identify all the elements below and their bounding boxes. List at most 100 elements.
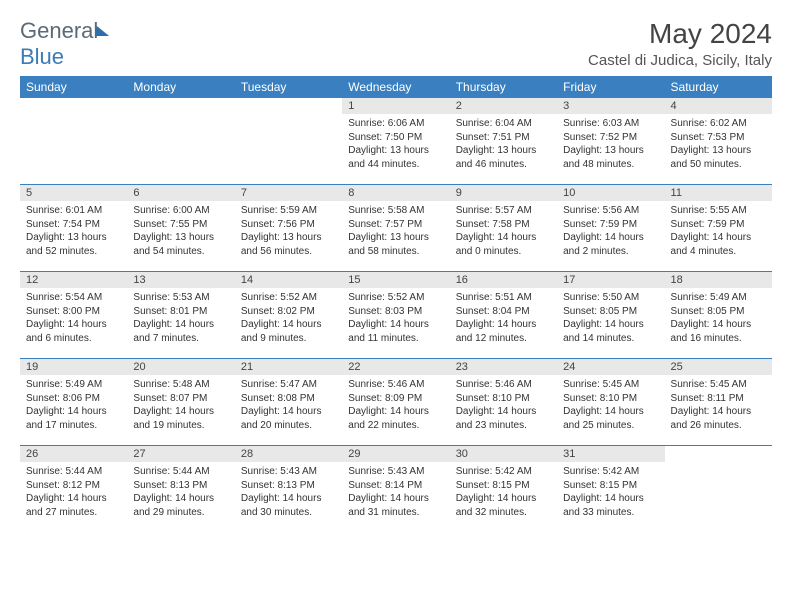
info-line: Sunset: 8:08 PM [241, 392, 336, 406]
day-number: 21 [235, 359, 342, 375]
info-line: Sunset: 8:11 PM [671, 392, 766, 406]
day-number: 9 [450, 185, 557, 201]
info-line: Sunset: 7:50 PM [348, 131, 443, 145]
day-cell: 13Sunrise: 5:53 AMSunset: 8:01 PMDayligh… [127, 272, 234, 358]
day-cell: 20Sunrise: 5:48 AMSunset: 8:07 PMDayligh… [127, 359, 234, 445]
day-cell: 29Sunrise: 5:43 AMSunset: 8:14 PMDayligh… [342, 446, 449, 532]
day-info: Sunrise: 5:52 AMSunset: 8:02 PMDaylight:… [235, 288, 342, 348]
day-info: Sunrise: 5:59 AMSunset: 7:56 PMDaylight:… [235, 201, 342, 261]
info-line: Daylight: 13 hours [348, 144, 443, 158]
brand-text: General Blue [20, 18, 110, 70]
day-number: 5 [20, 185, 127, 201]
info-line: Sunrise: 6:00 AM [133, 204, 228, 218]
info-line: Sunset: 8:10 PM [563, 392, 658, 406]
info-line: Daylight: 14 hours [563, 405, 658, 419]
info-line: Daylight: 13 hours [26, 231, 121, 245]
info-line: and 17 minutes. [26, 419, 121, 433]
day-cell: 6Sunrise: 6:00 AMSunset: 7:55 PMDaylight… [127, 185, 234, 271]
day-cell: 19Sunrise: 5:49 AMSunset: 8:06 PMDayligh… [20, 359, 127, 445]
info-line: and 26 minutes. [671, 419, 766, 433]
brand-part2: Blue [20, 44, 64, 69]
info-line: Sunset: 8:03 PM [348, 305, 443, 319]
info-line: Daylight: 14 hours [456, 492, 551, 506]
day-info: Sunrise: 5:45 AMSunset: 8:11 PMDaylight:… [665, 375, 772, 435]
day-number: 6 [127, 185, 234, 201]
info-line: Sunset: 7:52 PM [563, 131, 658, 145]
day-number: 18 [665, 272, 772, 288]
info-line: and 22 minutes. [348, 419, 443, 433]
info-line: Daylight: 14 hours [348, 492, 443, 506]
day-cell: 2Sunrise: 6:04 AMSunset: 7:51 PMDaylight… [450, 98, 557, 184]
info-line: Daylight: 14 hours [26, 405, 121, 419]
day-cell: 23Sunrise: 5:46 AMSunset: 8:10 PMDayligh… [450, 359, 557, 445]
day-cell: 14Sunrise: 5:52 AMSunset: 8:02 PMDayligh… [235, 272, 342, 358]
info-line: Daylight: 14 hours [671, 405, 766, 419]
info-line: Sunrise: 5:50 AM [563, 291, 658, 305]
day-info: Sunrise: 5:48 AMSunset: 8:07 PMDaylight:… [127, 375, 234, 435]
info-line: and 58 minutes. [348, 245, 443, 259]
day-info: Sunrise: 5:49 AMSunset: 8:06 PMDaylight:… [20, 375, 127, 435]
day-cell: 4Sunrise: 6:02 AMSunset: 7:53 PMDaylight… [665, 98, 772, 184]
info-line: Sunrise: 6:01 AM [26, 204, 121, 218]
info-line: Daylight: 13 hours [563, 144, 658, 158]
day-number: 16 [450, 272, 557, 288]
day-cell: 12Sunrise: 5:54 AMSunset: 8:00 PMDayligh… [20, 272, 127, 358]
info-line: Sunrise: 5:54 AM [26, 291, 121, 305]
day-cell: 27Sunrise: 5:44 AMSunset: 8:13 PMDayligh… [127, 446, 234, 532]
day-info: Sunrise: 5:53 AMSunset: 8:01 PMDaylight:… [127, 288, 234, 348]
day-info: Sunrise: 5:42 AMSunset: 8:15 PMDaylight:… [557, 462, 664, 522]
day-number: 1 [342, 98, 449, 114]
brand-part1: General [20, 18, 98, 43]
day-number: 8 [342, 185, 449, 201]
day-info: Sunrise: 5:51 AMSunset: 8:04 PMDaylight:… [450, 288, 557, 348]
day-cell: 24Sunrise: 5:45 AMSunset: 8:10 PMDayligh… [557, 359, 664, 445]
day-info: Sunrise: 5:56 AMSunset: 7:59 PMDaylight:… [557, 201, 664, 261]
day-header: Friday [557, 76, 664, 98]
info-line: Daylight: 14 hours [133, 492, 228, 506]
info-line: Sunrise: 5:42 AM [456, 465, 551, 479]
info-line: Sunset: 8:05 PM [671, 305, 766, 319]
info-line: and 6 minutes. [26, 332, 121, 346]
info-line: and 31 minutes. [348, 506, 443, 520]
info-line: and 9 minutes. [241, 332, 336, 346]
day-number: 13 [127, 272, 234, 288]
info-line: Daylight: 14 hours [671, 231, 766, 245]
info-line: Sunset: 7:56 PM [241, 218, 336, 232]
day-cell: 26Sunrise: 5:44 AMSunset: 8:12 PMDayligh… [20, 446, 127, 532]
info-line: Sunrise: 5:55 AM [671, 204, 766, 218]
info-line: Sunrise: 5:56 AM [563, 204, 658, 218]
day-number: 31 [557, 446, 664, 462]
day-cell: 7Sunrise: 5:59 AMSunset: 7:56 PMDaylight… [235, 185, 342, 271]
day-cell: 10Sunrise: 5:56 AMSunset: 7:59 PMDayligh… [557, 185, 664, 271]
day-info: Sunrise: 5:45 AMSunset: 8:10 PMDaylight:… [557, 375, 664, 435]
info-line: Daylight: 14 hours [241, 318, 336, 332]
calendar: Sunday Monday Tuesday Wednesday Thursday… [20, 76, 772, 532]
info-line: Sunrise: 6:03 AM [563, 117, 658, 131]
day-cell: 31Sunrise: 5:42 AMSunset: 8:15 PMDayligh… [557, 446, 664, 532]
info-line: and 16 minutes. [671, 332, 766, 346]
brand-logo: General Blue [20, 18, 110, 70]
info-line: and 33 minutes. [563, 506, 658, 520]
info-line: Sunrise: 5:46 AM [348, 378, 443, 392]
day-cell: 21Sunrise: 5:47 AMSunset: 8:08 PMDayligh… [235, 359, 342, 445]
info-line: Sunset: 8:12 PM [26, 479, 121, 493]
location-text: Castel di Judica, Sicily, Italy [588, 52, 772, 69]
day-number: 28 [235, 446, 342, 462]
info-line: Sunrise: 5:42 AM [563, 465, 658, 479]
day-number: 25 [665, 359, 772, 375]
info-line: Daylight: 14 hours [456, 405, 551, 419]
day-info: Sunrise: 5:43 AMSunset: 8:14 PMDaylight:… [342, 462, 449, 522]
info-line: Sunset: 7:59 PM [671, 218, 766, 232]
day-header-row: Sunday Monday Tuesday Wednesday Thursday… [20, 76, 772, 98]
day-info: Sunrise: 6:00 AMSunset: 7:55 PMDaylight:… [127, 201, 234, 261]
info-line: Sunrise: 5:49 AM [26, 378, 121, 392]
day-header: Tuesday [235, 76, 342, 98]
day-info: Sunrise: 5:46 AMSunset: 8:09 PMDaylight:… [342, 375, 449, 435]
info-line: and 32 minutes. [456, 506, 551, 520]
day-info: Sunrise: 5:54 AMSunset: 8:00 PMDaylight:… [20, 288, 127, 348]
info-line: Sunset: 8:07 PM [133, 392, 228, 406]
info-line: Daylight: 14 hours [563, 492, 658, 506]
info-line: Sunset: 8:15 PM [456, 479, 551, 493]
info-line: Sunrise: 5:44 AM [133, 465, 228, 479]
info-line: Sunset: 7:51 PM [456, 131, 551, 145]
